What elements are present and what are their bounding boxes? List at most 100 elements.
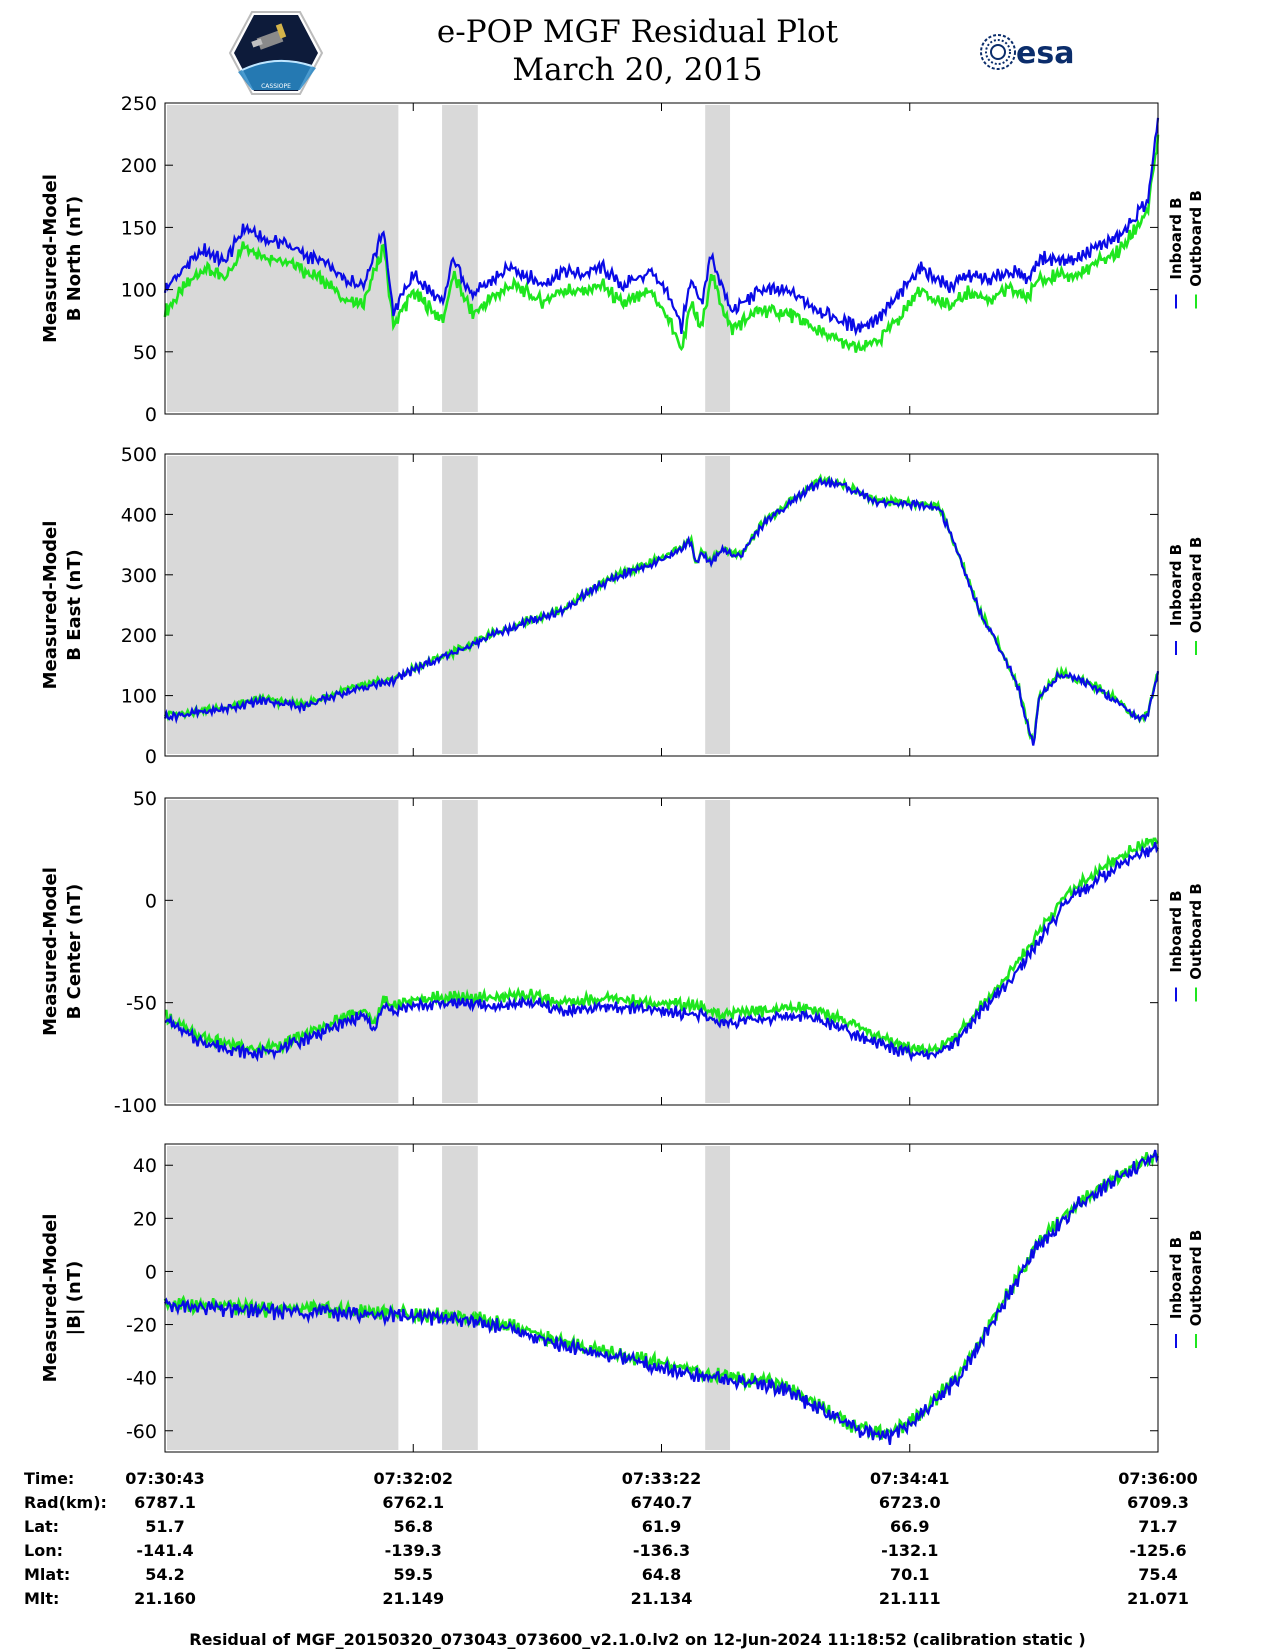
y-axis-label: Measured-Model B East (nT) bbox=[40, 521, 85, 690]
orbit-cell: 59.5 bbox=[393, 1565, 433, 1584]
y-axis-label: Measured-Model |B| (nT) bbox=[40, 1214, 85, 1383]
y-tick-label: 500 bbox=[121, 444, 157, 466]
y-tick-label: -20 bbox=[126, 1315, 157, 1337]
orbit-cell: 07:36:00 bbox=[1118, 1469, 1198, 1488]
y-tick-label: -100 bbox=[114, 1095, 157, 1117]
series-line-inboard-b bbox=[163, 475, 1160, 746]
orbit-cell: -125.6 bbox=[1129, 1541, 1187, 1560]
y-tick-label: -50 bbox=[126, 993, 157, 1015]
legend-label: Outboard B bbox=[1187, 537, 1205, 634]
orbit-cell: 07:30:43 bbox=[125, 1469, 205, 1488]
orbit-cell: 64.8 bbox=[641, 1565, 682, 1584]
orbit-cell: 21.071 bbox=[1127, 1589, 1189, 1608]
orbit-cell: 56.8 bbox=[393, 1517, 433, 1536]
y-tick-label: 0 bbox=[145, 746, 157, 768]
orbit-cell: 07:34:41 bbox=[869, 1469, 950, 1488]
y-tick-label: 300 bbox=[121, 565, 157, 587]
y-axis-label: Measured-Model B Center (nT) bbox=[40, 867, 85, 1036]
shaded-region bbox=[705, 456, 731, 754]
shaded-region bbox=[705, 800, 731, 1103]
y-tick-label: 100 bbox=[121, 686, 157, 708]
legend-label: Outboard B bbox=[1187, 1230, 1205, 1327]
legend-label: Inboard B bbox=[1167, 1237, 1185, 1319]
orbit-cell: -141.4 bbox=[136, 1541, 194, 1560]
plot-panel: -100 -50 0 50 Measured-Model B Center (nT) Inb… bbox=[40, 788, 1205, 1117]
shaded-region bbox=[167, 800, 399, 1103]
orbit-cell: 21.149 bbox=[382, 1589, 445, 1608]
series-line-inboard-b bbox=[163, 1149, 1160, 1445]
y-axis-label-line: B North (nT) bbox=[64, 196, 85, 322]
series-line-inboard-b bbox=[164, 842, 1159, 1063]
orbit-cell: 07:33:22 bbox=[621, 1469, 702, 1488]
orbit-cell: 75.4 bbox=[1138, 1565, 1178, 1584]
legend: Inboard B Outboard B bbox=[1167, 537, 1205, 655]
legend: Inboard B Outboard B bbox=[1167, 190, 1205, 309]
y-tick-label: 0 bbox=[145, 404, 157, 426]
cassiope-logo-text: CASSIOPE bbox=[261, 83, 291, 90]
orbit-cell: -139.3 bbox=[384, 1541, 442, 1560]
orbit-row-label: Rad(km): bbox=[24, 1493, 107, 1512]
orbit-cell: 71.7 bbox=[1138, 1517, 1178, 1536]
esa-logo: esa bbox=[980, 34, 1074, 71]
orbit-row-label: Lon: bbox=[24, 1541, 63, 1560]
shaded-region bbox=[442, 456, 478, 754]
y-axis-label-line: Measured-Model bbox=[40, 521, 61, 690]
legend-label: Outboard B bbox=[1187, 190, 1205, 287]
shaded-region bbox=[442, 1146, 478, 1450]
orbit-row-label: Time: bbox=[24, 1469, 75, 1488]
legend-label: Outboard B bbox=[1187, 883, 1205, 980]
y-tick-label: 150 bbox=[121, 217, 157, 239]
orbit-cell: 6762.1 bbox=[382, 1493, 445, 1512]
footer-caption: Residual of MGF_20150320_073043_073600_v… bbox=[189, 1630, 1086, 1649]
y-tick-label: -60 bbox=[126, 1421, 157, 1443]
page-title: e-POP MGF Residual Plot bbox=[436, 14, 839, 50]
orbit-cell: 21.134 bbox=[630, 1589, 693, 1608]
y-tick-label: 20 bbox=[133, 1208, 157, 1230]
y-tick-label: 400 bbox=[121, 504, 157, 526]
orbit-cell: 21.111 bbox=[878, 1589, 941, 1608]
y-axis-label-line: Measured-Model bbox=[40, 174, 61, 343]
plot-panel: -60 -40 -20 0 20 40 Measured-Model |B| (nT) Inbo… bbox=[40, 1143, 1205, 1453]
y-tick-label: 0 bbox=[145, 1261, 157, 1283]
orbit-cell: 61.9 bbox=[641, 1517, 682, 1536]
orbit-cell: -132.1 bbox=[881, 1541, 939, 1560]
y-tick-label: 250 bbox=[121, 93, 157, 115]
y-axis-label: Measured-Model B North (nT) bbox=[40, 174, 85, 343]
y-axis-label-line: Measured-Model bbox=[40, 867, 61, 1036]
orbit-cell: 6787.1 bbox=[134, 1493, 196, 1512]
orbit-cell: 6740.7 bbox=[630, 1493, 693, 1512]
y-tick-label: 200 bbox=[121, 625, 157, 647]
y-axis-label-line: B East (nT) bbox=[64, 549, 85, 661]
y-tick-label: -40 bbox=[126, 1368, 157, 1390]
shaded-region bbox=[442, 105, 478, 412]
orbit-cell: 51.7 bbox=[145, 1517, 185, 1536]
orbit-cell: 6723.0 bbox=[878, 1493, 941, 1512]
legend-label: Inboard B bbox=[1167, 197, 1185, 279]
cassiope-logo: CASSIOPE bbox=[228, 11, 324, 95]
orbit-cell: 21.160 bbox=[134, 1589, 196, 1608]
shaded-region bbox=[705, 1146, 731, 1450]
orbit-cell: 70.1 bbox=[890, 1565, 930, 1584]
series-line-outboard-b bbox=[163, 1150, 1158, 1440]
series-line-outboard-b bbox=[164, 837, 1159, 1058]
orbit-cell: 66.9 bbox=[890, 1517, 930, 1536]
plot-panel: 0 50 100 150 200 250 Measured-Model B North (nT… bbox=[40, 93, 1205, 426]
y-tick-label: 0 bbox=[145, 890, 157, 912]
y-tick-label: 100 bbox=[121, 280, 157, 302]
series-line-outboard-b bbox=[163, 134, 1160, 353]
shaded-region bbox=[167, 105, 399, 412]
orbit-cell: -136.3 bbox=[632, 1541, 691, 1560]
legend: Inboard B Outboard B bbox=[1167, 883, 1205, 1002]
legend-label: Inboard B bbox=[1167, 544, 1185, 626]
orbit-row-label: Mlat: bbox=[24, 1565, 71, 1584]
shaded-region bbox=[167, 1146, 399, 1450]
legend: Inboard B Outboard B bbox=[1167, 1230, 1205, 1348]
y-tick-label: 50 bbox=[133, 342, 157, 364]
plot-panel: 0 100 200 300 400 500 Measured-Model B East (nT… bbox=[40, 444, 1205, 768]
orbit-row-label: Mlt: bbox=[24, 1589, 60, 1608]
cassiope-satellite-icon bbox=[251, 23, 287, 50]
page-date: March 20, 2015 bbox=[512, 52, 763, 88]
y-tick-label: 40 bbox=[133, 1155, 157, 1177]
y-tick-label: 50 bbox=[133, 788, 157, 810]
